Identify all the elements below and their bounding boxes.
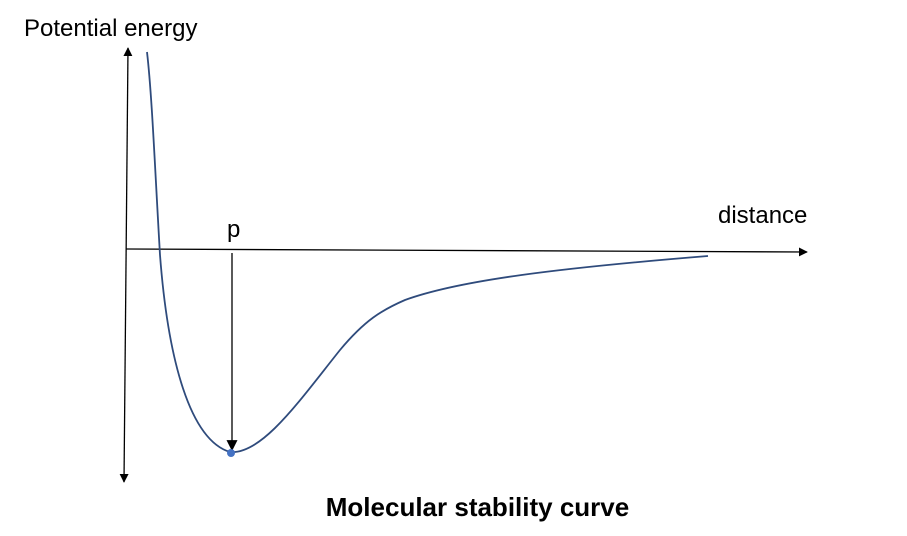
potential-energy-curve <box>146 51 709 453</box>
minimum-point <box>227 449 235 457</box>
y-axis <box>119 47 133 483</box>
y-axis-label: Potential energy <box>24 15 198 42</box>
x-axis <box>125 247 808 257</box>
x-axis-label: distance <box>718 202 808 229</box>
diagram-caption: Molecular stability curve <box>325 492 630 522</box>
point-p-label: p <box>227 216 241 243</box>
